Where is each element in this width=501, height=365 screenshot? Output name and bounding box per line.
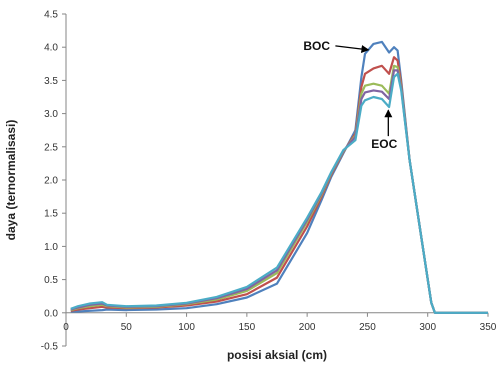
boc-annotation: BOC — [303, 39, 330, 53]
eoc-annotation: EOC — [371, 137, 397, 151]
series-line-3 — [70, 64, 488, 314]
y-tick-label: 3.0 — [44, 109, 58, 120]
y-tick-label: 1.0 — [44, 242, 58, 253]
series-line-2 — [70, 56, 488, 314]
series — [70, 40, 488, 314]
x-tick-label: 250 — [359, 322, 376, 333]
series-line-5 — [70, 72, 488, 314]
y-tick-label: 2.5 — [44, 142, 58, 153]
x-ticks: 0 50 100 150 200 250 300 350 — [63, 312, 497, 333]
axes — [65, 14, 488, 346]
series-line-4 — [70, 69, 488, 314]
x-tick-label: 300 — [419, 322, 436, 333]
y-tick-label: -0.5 — [41, 342, 59, 353]
x-tick-label: 50 — [121, 322, 133, 333]
x-axis-title: posisi aksial (cm) — [227, 348, 327, 362]
y-tick-label: 0.0 — [44, 308, 58, 319]
x-tick-label: 0 — [63, 322, 69, 333]
y-tick-label: 0.5 — [44, 275, 58, 286]
x-tick-label: 200 — [299, 322, 316, 333]
y-tick-label: 1.5 — [44, 209, 58, 220]
x-tick-label: 100 — [178, 322, 195, 333]
y-axis-title: daya (ternormalisasi) — [4, 120, 18, 241]
annotations: BOC EOC — [303, 39, 397, 151]
y-tick-label: 4.5 — [44, 10, 58, 21]
y-tick-label: 4.0 — [44, 43, 58, 54]
y-tick-label: 3.5 — [44, 76, 58, 87]
boc-arrow — [335, 45, 370, 54]
y-ticks: -0.5 0.0 0.5 1.0 1.5 2.0 2.5 3.0 3.5 4.0 4.5 — [41, 10, 66, 353]
x-tick-label: 150 — [239, 322, 256, 333]
y-tick-label: 2.0 — [44, 176, 58, 187]
x-tick-label: 350 — [480, 322, 497, 333]
